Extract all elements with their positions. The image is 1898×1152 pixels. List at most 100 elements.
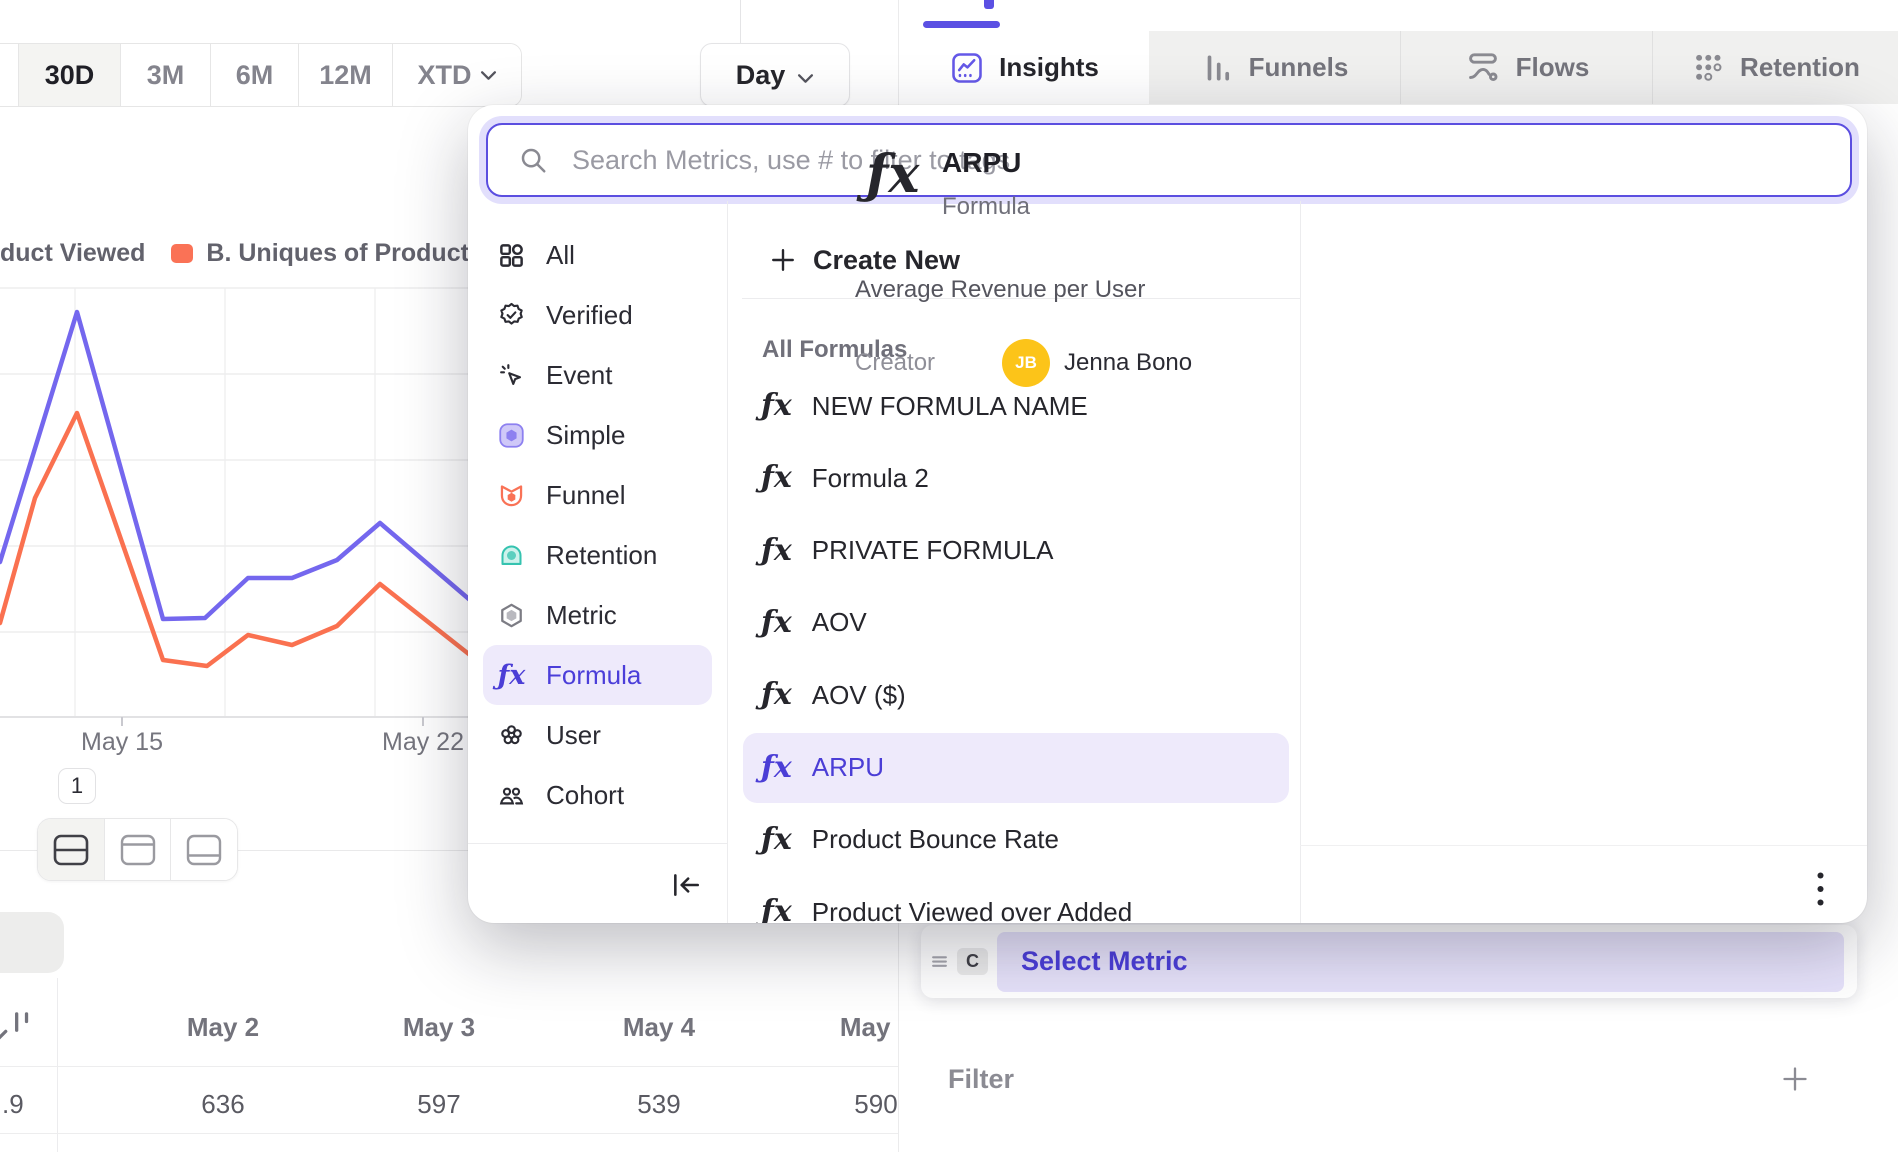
chevron-down-icon <box>797 60 814 91</box>
formula-item-5[interactable]: ƒx AOV ($) <box>743 660 1289 730</box>
category-formula[interactable]: ƒx Formula <box>468 645 727 705</box>
metric-row-card: C Select Metric <box>921 925 1857 998</box>
metric-picker-modal: All Verified Event Simple Funnel Retention Met… <box>468 105 1867 923</box>
category-metric[interactable]: Metric <box>468 585 727 645</box>
time-range-label: 6M <box>235 59 274 90</box>
legend-item-a-label[interactable]: duct Viewed <box>0 238 146 267</box>
time-range-12m[interactable]: 12M <box>299 44 393 106</box>
formula-section-label: All Formulas <box>762 336 908 363</box>
category-retention[interactable]: Retention <box>468 525 727 585</box>
formula-fx-icon: ƒx <box>761 604 792 640</box>
create-new-button[interactable]: Create New <box>727 223 1300 297</box>
formula-item-3[interactable]: ƒx PRIVATE FORMULA <box>743 516 1289 586</box>
avatar: JB <box>1002 339 1050 387</box>
table-column-header[interactable]: May 5 <box>839 1012 898 1042</box>
filter-label: Filter <box>948 1063 1015 1094</box>
category-label: Retention <box>546 539 658 570</box>
layout-option-split-horizontal-icon[interactable] <box>38 819 105 880</box>
chart-legend: duct Viewed B. Uniques of Product Add <box>0 238 524 268</box>
active-tab-indicator <box>923 21 1000 28</box>
sort-desc-icon[interactable] <box>0 1008 32 1051</box>
tab-retention[interactable]: Retention <box>1652 31 1898 104</box>
category-label: User <box>546 719 601 750</box>
x-axis-tick-label: May 22 <box>382 728 464 756</box>
table-cell-value: 590 <box>854 1089 898 1119</box>
kebab-menu-icon[interactable] <box>1808 867 1832 911</box>
table-cell-partial: .9 <box>2 1089 24 1119</box>
table-row-divider <box>0 1133 898 1134</box>
granularity-dropdown[interactable]: Day <box>700 43 850 107</box>
select-metric-label: Select Metric <box>1021 946 1188 976</box>
cursor-click-icon <box>498 362 525 389</box>
category-user[interactable]: User <box>468 705 727 765</box>
category-simple[interactable]: Simple <box>468 405 727 465</box>
layout-option-panel-top-icon[interactable] <box>104 819 172 880</box>
flows-icon <box>1464 49 1502 87</box>
tab-label: Funnels <box>1248 52 1349 82</box>
insights-icon <box>949 50 985 86</box>
detail-title: ARPU <box>942 147 1022 178</box>
formula-item-8[interactable]: ƒx Product Viewed over Added <box>743 877 1289 923</box>
formula-name: ARPU <box>811 752 885 782</box>
category-funnel[interactable]: Funnel <box>468 465 727 525</box>
formula-fx-icon: ƒx <box>761 894 792 923</box>
hexagon-icon <box>498 602 525 629</box>
formula-name: AOV ($) <box>811 679 906 710</box>
formula-item-4[interactable]: ƒx AOV <box>743 588 1289 658</box>
formula-fx-icon: ƒx <box>761 460 792 496</box>
table-column-header[interactable]: May 2 <box>186 1012 260 1042</box>
table-cell-value: 636 <box>201 1089 245 1119</box>
time-range-xtd[interactable]: XTD <box>393 44 521 106</box>
formula-fx-icon: ƒx <box>761 677 792 713</box>
time-range-30d[interactable]: 30D <box>19 44 121 106</box>
category-footer-divider <box>468 843 727 844</box>
add-filter-button[interactable] <box>1781 1065 1809 1093</box>
formula-name: Product Bounce Rate <box>811 824 1059 855</box>
layout-option-panel-bottom-icon[interactable] <box>171 819 237 880</box>
funnels-icon <box>1201 51 1235 85</box>
select-metric-button[interactable]: Select Metric <box>997 931 1844 992</box>
tab-insights[interactable]: Insights <box>899 31 1149 104</box>
pagination-page-button[interactable]: 1 <box>58 768 96 804</box>
formula-name: PRIVATE FORMULA <box>811 535 1054 566</box>
creator-name: Jenna Bono <box>1064 349 1193 376</box>
table-column-header[interactable]: May 4 <box>622 1012 696 1042</box>
chevron-down-icon <box>480 70 497 81</box>
metric-search-input[interactable] <box>570 143 1850 177</box>
category-label: Simple <box>546 419 626 450</box>
formula-item-1[interactable]: ƒx NEW FORMULA NAME <box>743 371 1289 441</box>
table-column-divider <box>57 978 58 1152</box>
series-position-badge: C <box>957 948 988 975</box>
simple-shape-icon <box>498 422 525 449</box>
drag-handle-icon[interactable] <box>931 954 948 969</box>
category-cohort[interactable]: Cohort <box>468 765 727 825</box>
line-chart <box>0 287 740 726</box>
table-column-header[interactable]: May 3 <box>402 1012 476 1042</box>
category-label: Cohort <box>546 779 625 810</box>
category-verified[interactable]: Verified <box>468 285 727 345</box>
creator-label: Creator <box>855 349 936 376</box>
tab-indicator-tick <box>984 0 994 9</box>
time-range-label: 12M <box>319 59 372 90</box>
formula-item-2[interactable]: ƒx Formula 2 <box>743 443 1289 513</box>
category-all[interactable]: All <box>468 225 727 285</box>
formula-item-7[interactable]: ƒx Product Bounce Rate <box>743 805 1289 875</box>
section-divider <box>0 850 740 851</box>
tab-label: Insights <box>999 52 1099 82</box>
collapse-sidebar-button[interactable] <box>670 871 702 901</box>
category-event[interactable]: Event <box>468 345 727 405</box>
category-label: Event <box>546 359 613 390</box>
user-cluster-icon <box>498 722 525 749</box>
tab-funnels[interactable]: Funnels <box>1149 31 1400 104</box>
time-range-6m[interactable]: 6M <box>211 44 299 106</box>
detail-divider <box>1300 201 1301 923</box>
time-range-label: 30D <box>44 59 95 90</box>
create-new-label: Create New <box>813 244 961 275</box>
report-tabs: Insights Funnels Flows Retention <box>899 31 1898 104</box>
time-range-3m[interactable]: 3M <box>121 44 211 106</box>
table-cell-value: 597 <box>417 1089 461 1119</box>
tab-flows[interactable]: Flows <box>1400 31 1652 104</box>
category-label: Funnel <box>546 479 626 510</box>
time-range-stub[interactable] <box>0 44 19 106</box>
formula-item-6[interactable]: ƒx ARPU <box>743 732 1289 803</box>
